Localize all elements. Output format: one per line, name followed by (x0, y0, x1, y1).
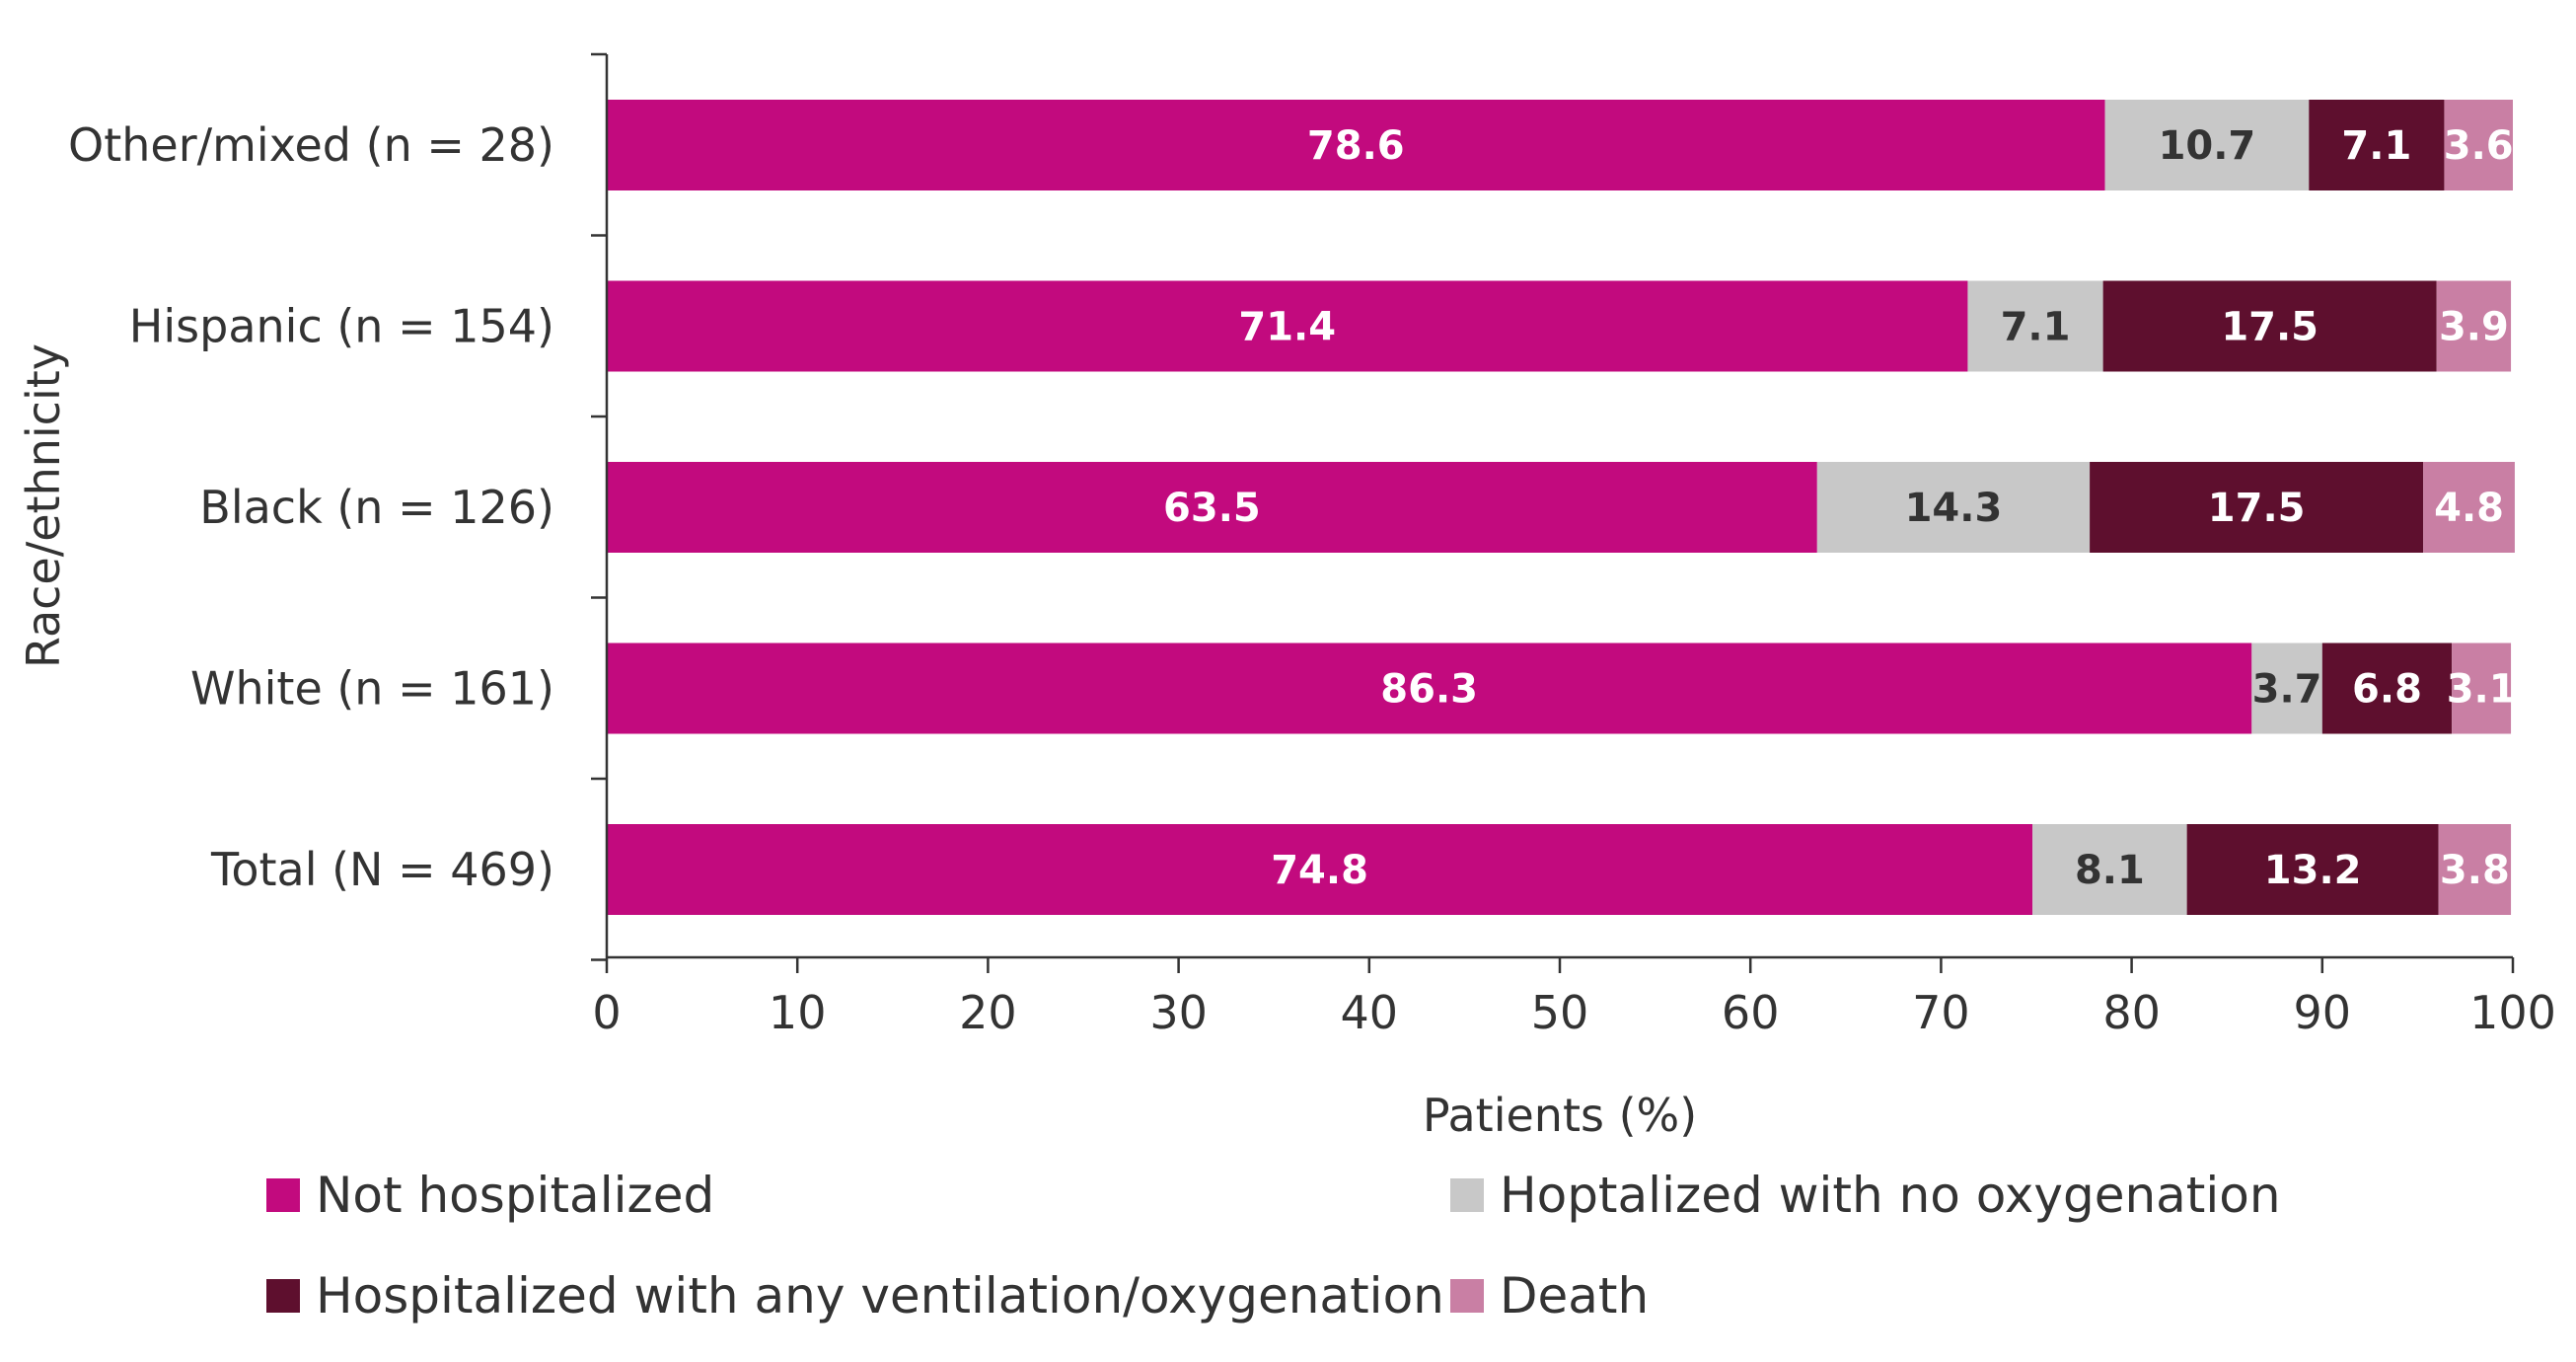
x-tick-label: 60 (1722, 986, 1780, 1039)
data-label: 71.4 (1238, 305, 1336, 350)
data-label: 3.1 (2447, 667, 2517, 713)
legend: Not hospitalized Hoptalized with no oxyge… (266, 1167, 2281, 1324)
bar-segment (2321, 643, 2453, 734)
x-axis-title: Patients (%) (1423, 1089, 1697, 1142)
legend-swatch (1450, 1279, 1484, 1313)
bar-segment (2452, 643, 2512, 734)
data-label: 7.1 (2341, 123, 2411, 169)
x-tick-label: 100 (2469, 986, 2556, 1039)
legend-swatch (266, 1279, 300, 1313)
data-label: 3.9 (2439, 305, 2509, 350)
data-label: 17.5 (2208, 486, 2306, 531)
bar-segment (2309, 100, 2445, 190)
category-label: Total (N = 469) (210, 843, 554, 896)
y-axis-title: Race/ethnicity (17, 343, 70, 668)
bar-segment (2090, 462, 2424, 553)
bars-layer: 78.6 10.7 7.1 3.6 71.4 7.1 17.5 3.9 63.5 14.3 17.5… (607, 100, 2517, 915)
x-tick-label: 80 (2102, 986, 2161, 1039)
category-label: Black (n = 126) (199, 481, 554, 534)
data-label: 78.6 (1307, 123, 1405, 169)
bar-segment (2423, 462, 2515, 553)
bar-segment (2102, 280, 2437, 372)
category-label: White (n = 161) (190, 662, 554, 716)
category-label: Hispanic (n = 154) (129, 300, 554, 353)
data-label: 13.2 (2264, 848, 2362, 893)
bar-segment (607, 100, 2105, 190)
bar-segment (607, 643, 2252, 734)
x-tick-label: 0 (592, 986, 621, 1039)
bar-segment (2032, 824, 2187, 915)
data-label: 8.1 (2075, 848, 2145, 893)
data-label: 17.5 (2221, 305, 2318, 350)
bar-segment (607, 280, 1968, 372)
data-label: 4.8 (2434, 486, 2504, 531)
data-label: 74.8 (1271, 848, 1368, 893)
data-label: 6.8 (2352, 667, 2422, 713)
legend-label: Hospitalized with any ventilation/oxygen… (316, 1267, 1444, 1324)
bar-segment (2444, 100, 2513, 190)
bar-segment (2251, 643, 2322, 734)
x-axis-ticks: 0 10 20 30 40 50 60 70 80 90 100 (592, 957, 2556, 1039)
x-tick-label: 70 (1912, 986, 1970, 1039)
legend-swatch (1450, 1178, 1484, 1212)
data-label: 10.7 (2159, 123, 2256, 169)
bar-segment (1967, 280, 2103, 372)
x-tick-label: 50 (1531, 986, 1589, 1039)
data-label: 3.6 (2444, 123, 2514, 169)
x-tick-label: 30 (1149, 986, 1208, 1039)
bar-segment (2104, 100, 2310, 190)
y-axis-categories: Other/mixed (n = 28) Hispanic (n = 154) Bl… (68, 52, 607, 961)
x-tick-label: 90 (2294, 986, 2352, 1039)
data-label: 7.1 (2001, 305, 2071, 350)
category-label: Other/mixed (n = 28) (68, 118, 554, 172)
x-tick-label: 40 (1341, 986, 1399, 1039)
bar-segment (607, 462, 1817, 553)
bar-segment (2186, 824, 2439, 915)
data-label: 86.3 (1380, 667, 1478, 713)
legend-label: Not hospitalized (316, 1167, 714, 1224)
bar-segment (1816, 462, 2091, 553)
legend-label: Hoptalized with no oxygenation (1500, 1167, 2281, 1224)
data-label: 63.5 (1163, 486, 1261, 531)
legend-label: Death (1500, 1267, 1649, 1324)
bar-segment (607, 824, 2033, 915)
bar-segment (2436, 280, 2512, 372)
data-label: 14.3 (1905, 486, 2003, 531)
legend-swatch (266, 1178, 300, 1212)
bar-segment (2438, 824, 2512, 915)
data-label: 3.7 (2252, 667, 2322, 713)
data-label: 3.8 (2440, 848, 2510, 893)
x-tick-label: 20 (959, 986, 1017, 1039)
x-tick-label: 10 (769, 986, 827, 1039)
